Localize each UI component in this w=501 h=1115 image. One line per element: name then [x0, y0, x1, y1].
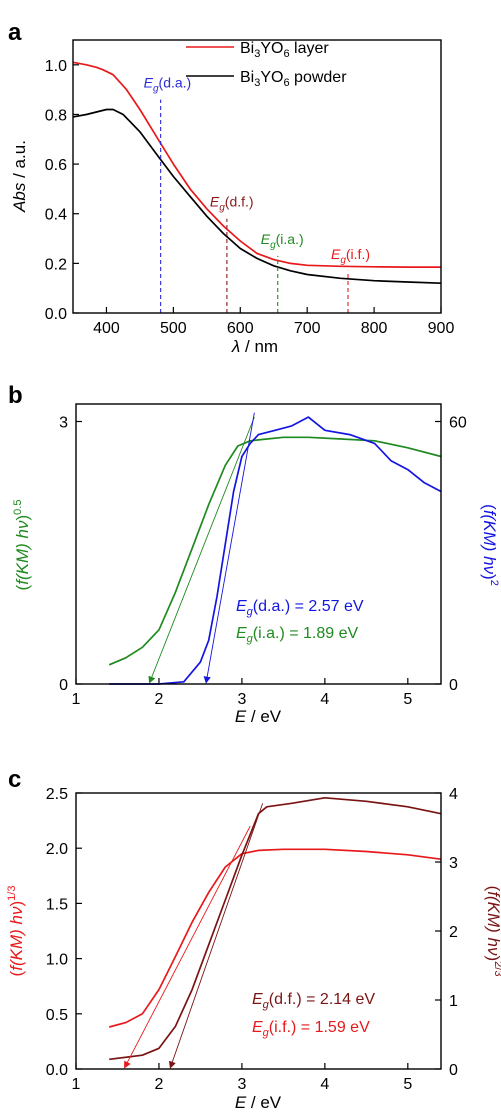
x-tick-label: 3 [237, 691, 246, 708]
x-tick-label: 900 [428, 320, 455, 337]
panel-a: a 400 500 600 700 800 900 0.0 0.2 0.4 0.6 0.8 1.0 E… [8, 19, 454, 356]
panel-a-series [72, 61, 442, 285]
left-y-tick-label: 1.0 [46, 952, 68, 969]
panel-b-result-direct: Eg(d.a.) = 2.57 eV [236, 598, 364, 618]
tangent-line-right [168, 803, 264, 1069]
x-tick-label: 1 [72, 691, 81, 708]
right-y-tick-label: 4 [449, 786, 458, 803]
panel-c-result-direct: Eg(d.f.) = 2.14 eV [252, 991, 375, 1011]
series-line-right [109, 416, 442, 685]
left-y-tick-label: 0.0 [46, 1062, 68, 1079]
panel-c-left-axis-title: (f(KM) hν)1/3 [6, 886, 26, 977]
y-tick-label: 0.4 [45, 207, 67, 224]
panel-b-result-indirect: Eg(i.a.) = 1.89 eV [236, 625, 359, 645]
panel-a-ticks: 400 500 600 700 800 900 0.0 0.2 0.4 0.6 0.8 1.0 [45, 58, 455, 337]
left-y-tick-label: 1.5 [46, 896, 68, 913]
panel-c-plot-frame [75, 792, 442, 1070]
x-tick-label: 4 [320, 1076, 329, 1093]
x-tick-label: 700 [294, 320, 321, 337]
series-line-left [108, 436, 442, 666]
series-line-left [108, 848, 442, 1028]
right-y-tick-label: 60 [449, 415, 467, 432]
panel-b-left-axis-title: (f(KM) hν)0.5 [12, 500, 32, 591]
panel-letter-c: c [8, 766, 21, 793]
series-line-powder [72, 108, 442, 285]
x-tick-label: 500 [160, 320, 187, 337]
panel-a-x-axis-title: λ / nm [231, 337, 278, 356]
panel-a-legend: Bi3YO6 layer Bi3YO6 powder [186, 40, 347, 89]
left-y-tick-label: 0.5 [46, 1007, 68, 1024]
legend-label-powder: Bi3YO6 powder [240, 69, 347, 89]
x-tick-label: 3 [237, 1076, 246, 1093]
y-tick-label: 0.8 [45, 107, 67, 124]
y-tick-label: 0.0 [45, 306, 67, 323]
panel-b-x-axis-title: E / eV [235, 707, 282, 726]
panel-a-y-axis-title: Abs / a.u. [10, 140, 29, 213]
panel-c-x-axis-title: E / eV [235, 1093, 282, 1112]
eg-marker-label: Eg(d.f.) [210, 194, 254, 214]
tangent-line-right [203, 412, 255, 684]
left-y-tick-label: 2.5 [46, 786, 68, 803]
series-line-right [109, 796, 442, 1061]
y-tick-label: 1.0 [45, 58, 67, 75]
panel-c: c 1 2 3 4 5 0.0 0.5 1.0 1.5 2.0 2.5 0 1 2 3 4 Eg(d.f.) … [6, 766, 501, 1112]
eg-marker-label: Eg(i.f.) [331, 246, 370, 266]
x-tick-label: 5 [403, 691, 412, 708]
panel-b-plot-frame [75, 403, 442, 685]
right-y-tick-label: 0 [449, 677, 458, 694]
eg-marker-label: Eg(d.a.) [144, 75, 192, 95]
panel-c-ticks: 1 2 3 4 5 0.0 0.5 1.0 1.5 2.0 2.5 0 1 2 3 4 [46, 786, 458, 1093]
eg-marker-label: Eg(i.a.) [261, 231, 304, 251]
panel-a-eg-markers: Eg(d.a.) Eg(d.f.) Eg(i.a.) Eg(i.f.) [144, 75, 370, 313]
x-tick-label: 1 [72, 1076, 81, 1093]
panel-c-right-axis-title: (f(KM) hν)2/3 [484, 886, 501, 977]
right-y-tick-label: 2 [449, 924, 458, 941]
panel-c-series [108, 796, 442, 1069]
left-y-tick-label: 2.0 [46, 841, 68, 858]
x-tick-label: 5 [403, 1076, 412, 1093]
panel-b-series [108, 412, 442, 685]
tangent-line-left [148, 416, 255, 684]
panel-c-result-indirect: Eg(i.f.) = 1.59 eV [252, 1019, 370, 1039]
y-tick-label: 0.2 [45, 256, 67, 273]
right-y-tick-label: 3 [449, 855, 458, 872]
tangent-line-left [124, 825, 251, 1069]
series-line-layer [72, 61, 441, 268]
left-y-tick-label: 0 [59, 677, 68, 694]
y-tick-label: 0.6 [45, 157, 67, 174]
x-tick-label: 600 [227, 320, 254, 337]
panel-a-plot-frame [72, 39, 442, 314]
legend-label-layer: Bi3YO6 layer [240, 40, 329, 60]
right-y-tick-label: 0 [449, 1062, 458, 1079]
x-tick-label: 2 [155, 691, 164, 708]
panel-b-right-axis-title: (f(KM) hν)2 [480, 504, 500, 586]
panel-letter-b: b [8, 382, 23, 409]
right-y-tick-label: 1 [449, 993, 458, 1010]
panel-letter-a: a [8, 19, 22, 46]
x-tick-label: 2 [155, 1076, 164, 1093]
x-tick-label: 400 [93, 320, 120, 337]
x-tick-label: 800 [361, 320, 388, 337]
left-y-tick-label: 3 [59, 415, 68, 432]
x-tick-label: 4 [320, 691, 329, 708]
